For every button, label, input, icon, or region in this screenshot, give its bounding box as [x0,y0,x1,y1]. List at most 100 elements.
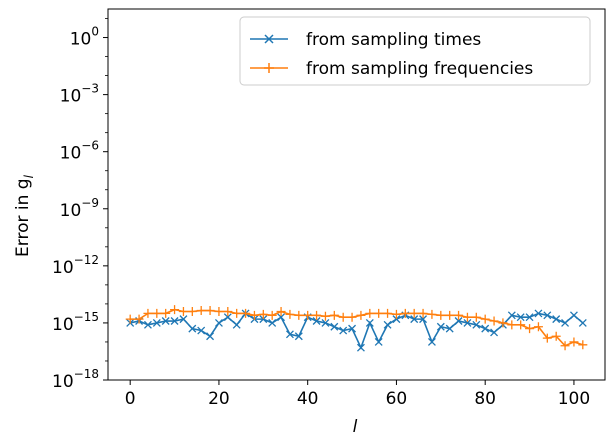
legend-box [239,16,591,86]
data-point [329,310,339,320]
data-point [445,324,454,333]
legend-label-times: from sampling times [306,30,481,50]
data-point [188,324,197,333]
data-point [525,313,534,322]
data-point [206,332,215,341]
data-point [490,328,499,337]
data-point [481,324,490,333]
legend: from sampling times from sampling freque… [239,16,591,86]
data-point [259,315,268,324]
data-point [347,312,357,322]
data-point [356,310,366,320]
x-tick-label: 100 [558,389,590,409]
data-point [489,316,499,326]
data-point [533,322,543,332]
data-point [578,340,588,350]
data-point [436,310,446,320]
legend-marker-times-icon [264,34,274,44]
data-point [267,310,277,320]
data-point [409,308,419,318]
data-point [436,322,445,331]
data-point [339,326,348,335]
data-point [445,310,455,320]
data-point [285,330,294,339]
data-point [374,337,383,346]
data-point [170,305,180,315]
data-point [471,312,481,322]
data-point [551,331,561,341]
data-point [365,308,375,318]
y-axis-label: Error in gl [13,174,36,257]
legend-label-frequencies: from sampling frequencies [306,59,533,79]
data-point [454,310,464,320]
data-point [569,311,578,320]
data-point [320,311,330,321]
data-point [365,318,374,327]
y-tick-label: 10−15 [52,310,99,335]
data-point [178,307,188,317]
data-point [143,308,153,318]
data-point [374,308,384,318]
data-point [268,318,277,327]
data-point [427,337,436,346]
data-point [419,315,428,324]
data-point [498,318,508,328]
data-point [276,307,286,317]
data-point [232,320,241,329]
data-point [418,308,428,318]
data-point [196,306,206,316]
y-axis-label-subscript: l [22,174,36,178]
data-point [241,308,251,318]
data-point [303,310,313,320]
data-point [179,315,188,324]
data-point [223,307,233,317]
data-point [152,318,161,327]
x-tick-label: 40 [297,389,319,409]
data-point [472,320,481,329]
series-line-0 [130,312,584,350]
data-point [125,314,135,324]
data-point [312,317,321,325]
data-point [294,332,303,341]
data-point [321,318,330,327]
data-point [249,310,259,320]
data-point [170,317,179,325]
series-1 [125,305,588,351]
legend-marker-frequencies-icon [264,63,274,73]
data-point [560,341,570,351]
plot-frame [107,8,606,381]
data-point [197,326,206,335]
data-point [134,314,144,324]
data-point [161,317,170,325]
data-point [348,324,357,333]
data-point [578,318,587,327]
data-point [383,308,393,318]
data-point [410,315,419,324]
data-point [152,308,162,318]
axes-layer: 0 20 40 60 80 100 100 10−3 10−6 10−9 10−12 10−15 10−… [52,8,606,409]
data-point [312,310,322,320]
data-point [143,320,152,329]
y-tick-label: 10−3 [60,82,99,107]
data-point [214,318,223,327]
x-axis-label: l [353,417,358,437]
data-point [232,308,242,318]
data-point [277,313,286,322]
data-point [161,308,171,318]
data-point [516,320,526,330]
data-point [330,322,339,331]
y-tick-label: 10−6 [60,139,99,164]
data-point [569,337,579,347]
data-point [258,309,268,319]
data-point [338,312,348,322]
data-point [391,309,401,319]
data-point [507,320,517,330]
series-layer [125,305,588,352]
data-point [205,306,215,316]
x-tick-label: 20 [208,389,230,409]
x-tick-label: 60 [386,389,408,409]
series-0 [126,309,587,352]
y-tick-label: 10−12 [52,253,99,278]
data-point [542,333,552,343]
data-point [552,315,561,324]
